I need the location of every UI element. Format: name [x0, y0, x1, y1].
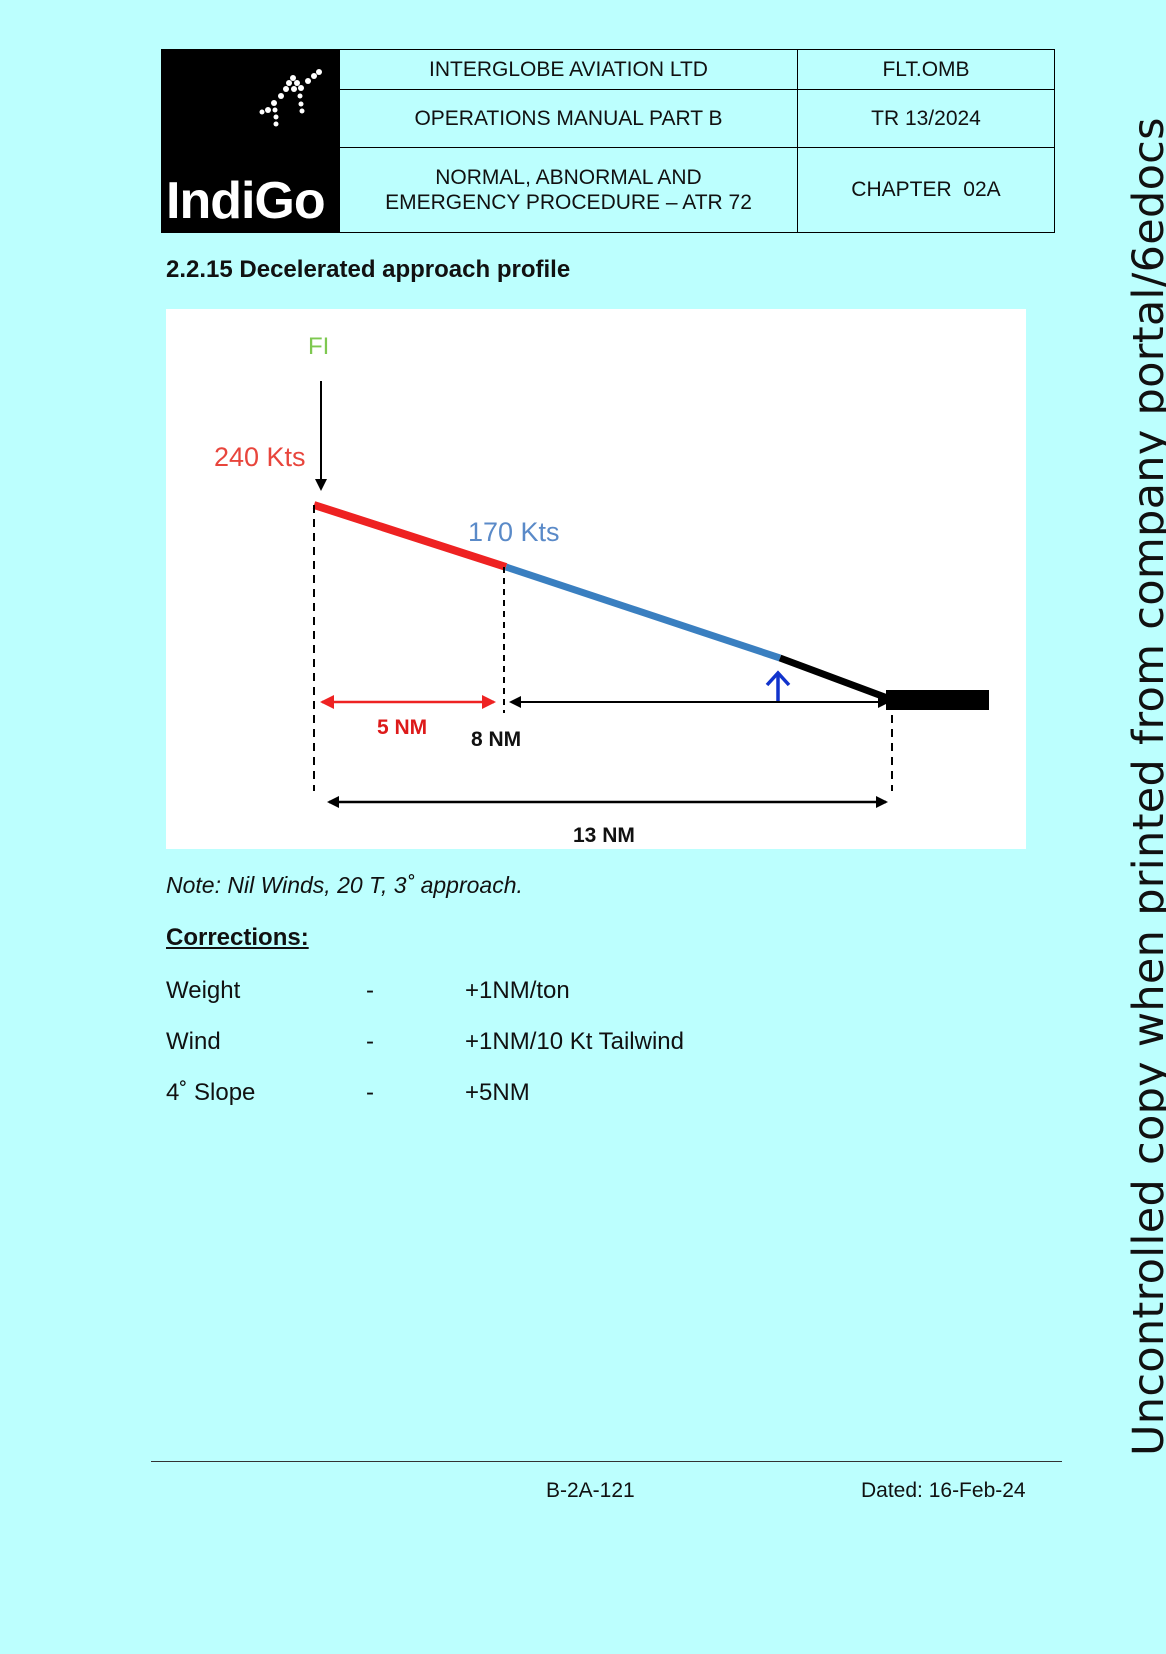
approach-profile-diagram: FI 240 Kts 170 Kts 5 NM 8 NM 13 NM: [166, 309, 1026, 849]
doc-code: FLT.OMB: [797, 48, 1055, 91]
revision-code: TR 13/2024: [797, 89, 1055, 148]
runway-bar: [886, 690, 989, 710]
procedure-title-line1: NORMAL, ABNORMAL AND: [435, 165, 702, 189]
document-header: IndiGo INTERGLOBE AVIATION LTD FLT.OMB O…: [161, 48, 1055, 234]
fi-label: FI: [308, 333, 329, 360]
corrections-title: Corrections:: [166, 924, 309, 951]
procedure-title: NORMAL, ABNORMAL AND EMERGENCY PROCEDURE…: [339, 146, 798, 234]
marker-up-arrow-icon: [765, 670, 791, 701]
segment-final: [778, 654, 892, 703]
uncontrolled-copy-watermark: Uncontrolled copy when printed from comp…: [1124, 117, 1166, 1456]
chapter-label: CHAPTER 02A: [797, 146, 1055, 234]
section-title: 2.2.15 Decelerated approach profile: [166, 256, 571, 283]
page-number: B-2A-121: [546, 1479, 635, 1502]
correction-dash: -: [366, 1028, 374, 1055]
correction-dash: -: [366, 977, 374, 1004]
correction-row-slope: 4˚ Slope - +5NM: [166, 1079, 866, 1109]
procedure-title-line2: EMERGENCY PROCEDURE – ATR 72: [385, 190, 752, 214]
footer-divider: [151, 1461, 1062, 1462]
correction-row-weight: Weight - +1NM/ton: [166, 977, 866, 1007]
speed-170-label: 170 Kts: [468, 517, 560, 547]
segment-170kts: [504, 563, 782, 662]
plane-dots-icon: [259, 69, 322, 127]
correction-name: Wind: [166, 1028, 221, 1055]
dist-5nm-label: 5 NM: [377, 716, 427, 739]
speed-240-label: 240 Kts: [214, 442, 306, 472]
correction-value: +1NM/10 Kt Tailwind: [465, 1028, 684, 1055]
logo-text: IndiGo: [166, 172, 325, 230]
manual-name: OPERATIONS MANUAL PART B: [339, 89, 798, 148]
correction-dash: -: [366, 1079, 374, 1106]
note-text: Note: Nil Winds, 20 T, 3˚ approach.: [166, 872, 523, 898]
correction-value: +1NM/ton: [465, 977, 570, 1004]
dist-8nm-label: 8 NM: [471, 728, 521, 751]
dated-label: Dated: 16-Feb-24: [861, 1479, 1026, 1502]
correction-row-wind: Wind - +1NM/10 Kt Tailwind: [166, 1028, 866, 1058]
correction-name: Weight: [166, 977, 241, 1004]
correction-name: 4˚ Slope: [166, 1079, 256, 1106]
correction-value: +5NM: [465, 1079, 530, 1106]
segment-240kts: [312, 501, 508, 571]
dist-13nm-label: 13 NM: [573, 824, 635, 847]
indigo-logo: IndiGo: [161, 49, 340, 233]
company-name: INTERGLOBE AVIATION LTD: [339, 48, 798, 91]
